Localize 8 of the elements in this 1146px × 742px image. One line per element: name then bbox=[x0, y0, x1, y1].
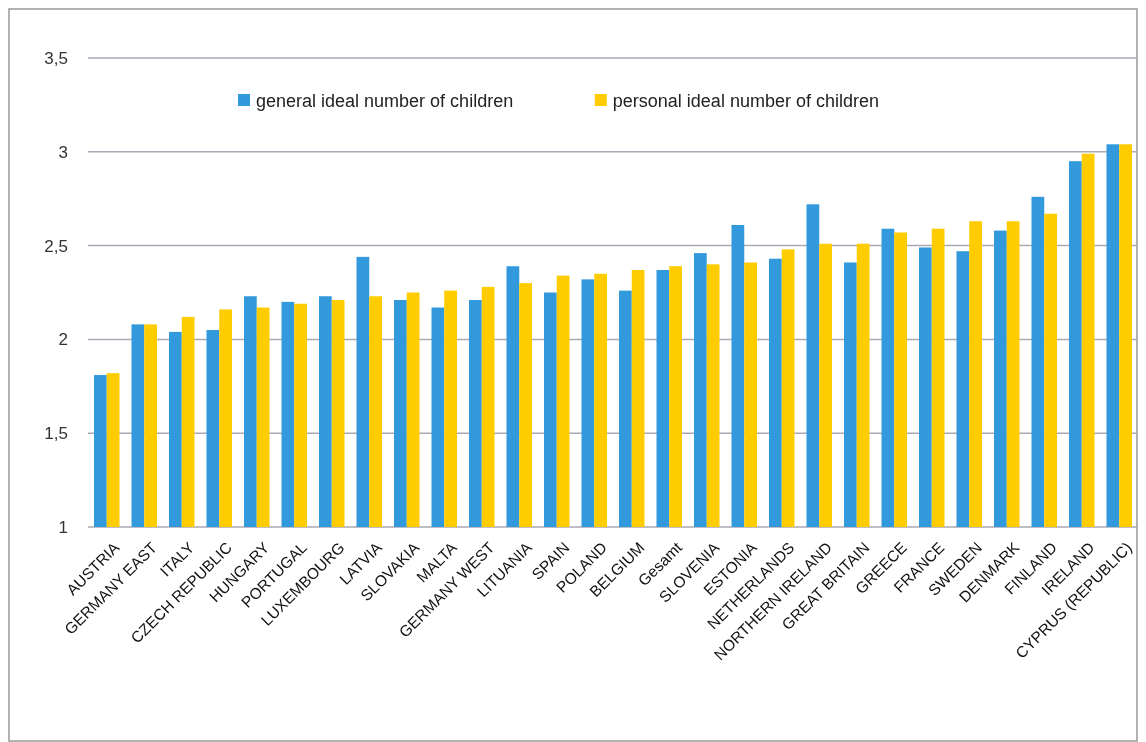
y-tick-label: 1,5 bbox=[44, 424, 68, 444]
legend-label: general ideal number of children bbox=[256, 91, 514, 112]
y-tick-label: 3,5 bbox=[44, 48, 68, 68]
y-tick-label: 1 bbox=[58, 517, 68, 537]
y-tick-label: 2,5 bbox=[44, 236, 68, 256]
legend-label: personal ideal number of children bbox=[612, 91, 879, 112]
y-tick-label: 3 bbox=[58, 142, 68, 162]
y-tick-label: 2 bbox=[58, 330, 68, 350]
